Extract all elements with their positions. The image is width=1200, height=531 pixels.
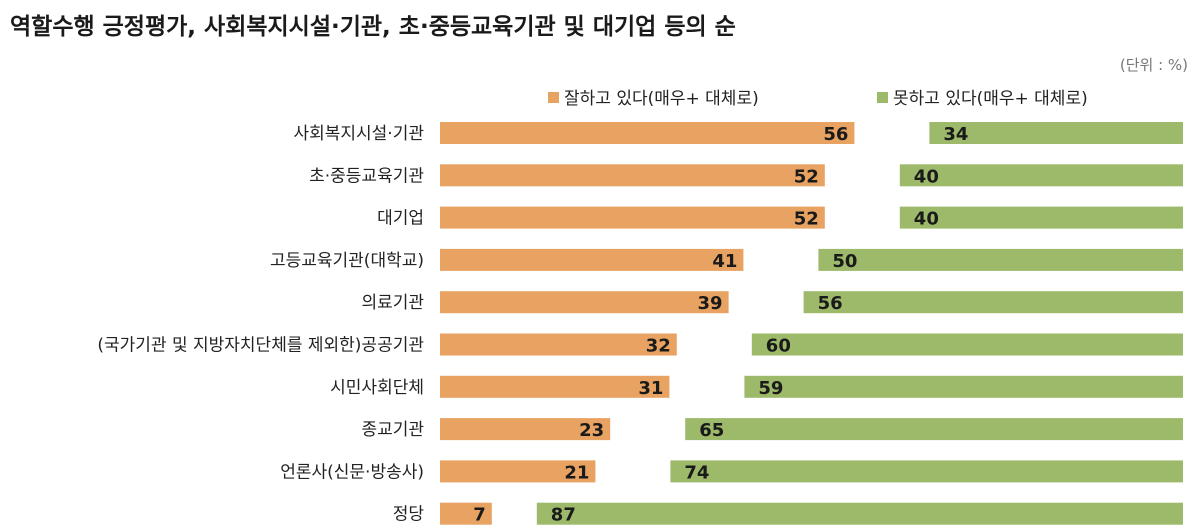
value-label-negative: 50: [832, 251, 857, 272]
value-label-positive: 39: [698, 293, 723, 314]
unit-note: (단위 : %): [1120, 56, 1188, 74]
legend-label-negative: 못하고 있다(매우+ 대체로): [893, 89, 1088, 109]
bar-row: 정당 7 87: [393, 502, 1183, 526]
value-label-positive: 21: [564, 462, 589, 483]
bar-row: 의료기관 39 56: [361, 291, 1183, 314]
bar-positive: [440, 460, 596, 483]
value-label-positive: 41: [712, 251, 737, 272]
value-label-positive: 52: [794, 209, 819, 230]
bar-row: 시민사회단체 31 59: [330, 375, 1183, 399]
value-label-positive: 23: [579, 420, 604, 441]
bar-row: 종교기관 23 65: [361, 418, 1183, 441]
value-label-positive: 56: [823, 124, 848, 145]
value-label-positive: 32: [646, 336, 671, 357]
chart-title: 역할수행 긍정평가, 사회복지시설·기관, 초·중등교육기관 및 대기업 등의 …: [10, 14, 736, 40]
category-label: 언론사(신문·방송사): [280, 462, 424, 482]
value-label-negative: 56: [818, 293, 843, 314]
bar-row: 초·중등교육기관 52 40: [309, 164, 1183, 187]
category-label: (국가기관 및 지방자치단체를 제외한)공공기관: [97, 336, 424, 356]
value-label-negative: 40: [914, 209, 939, 230]
value-label-positive: 52: [794, 166, 819, 187]
category-label: 시민사회단체: [330, 378, 424, 398]
legend-swatch-negative: [877, 92, 888, 103]
bar-positive: [440, 206, 825, 229]
value-label-negative: 74: [684, 462, 709, 483]
category-label: 고등교육기관(대학교): [270, 251, 424, 271]
legend-swatch-positive: [548, 92, 559, 103]
bar-negative: [536, 502, 1183, 525]
bar-negative: [751, 333, 1183, 356]
value-label-negative: 34: [943, 124, 968, 145]
bar-negative: [818, 248, 1183, 271]
category-label: 정당: [393, 505, 425, 525]
category-label: 사회복지시설·기관: [293, 124, 424, 144]
bar-negative: [744, 375, 1183, 398]
bar-positive: [440, 164, 825, 187]
bar-row: (국가기관 및 지방자치단체를 제외한)공공기관 32 60: [97, 333, 1183, 357]
plot-area: 사회복지시설·기관 56 34 초·중등교육기관 52 40 대기업 52 40 고등교육기관(대…: [97, 122, 1183, 526]
value-label-positive: 7: [473, 505, 486, 526]
legend: 잘하고 있다(매우+ 대체로) 못하고 있다(매우+ 대체로): [548, 89, 1088, 109]
category-label: 대기업: [377, 209, 424, 229]
bar-row: 언론사(신문·방송사) 21 74: [280, 460, 1183, 483]
category-label: 종교기관: [361, 420, 424, 440]
bar-positive: [440, 122, 855, 144]
bar-negative: [685, 418, 1183, 441]
bar-positive: [440, 418, 611, 441]
value-label-negative: 40: [914, 166, 939, 187]
bar-negative: [670, 460, 1183, 483]
bar-positive: [440, 333, 677, 356]
bar-positive: [440, 291, 729, 314]
bar-row: 고등교육기관(대학교) 41 50: [270, 248, 1183, 272]
bar-negative: [929, 122, 1183, 144]
value-label-negative: 59: [758, 378, 783, 399]
bar-negative: [803, 291, 1183, 314]
bar-row: 대기업 52 40: [377, 206, 1183, 230]
value-label-negative: 60: [766, 336, 791, 357]
bar-positive: [440, 248, 744, 271]
bar-positive: [440, 375, 670, 398]
category-label: 의료기관: [361, 293, 424, 313]
bar-row: 사회복지시설·기관 56 34: [293, 122, 1183, 145]
bar-negative: [899, 206, 1183, 229]
value-label-positive: 31: [638, 378, 663, 399]
value-label-negative: 87: [551, 505, 576, 526]
bar-negative: [899, 164, 1183, 187]
legend-label-positive: 잘하고 있다(매우+ 대체로): [564, 89, 759, 109]
value-label-negative: 65: [699, 420, 724, 441]
category-label: 초·중등교육기관: [309, 166, 424, 186]
bar-positive: [440, 502, 492, 525]
